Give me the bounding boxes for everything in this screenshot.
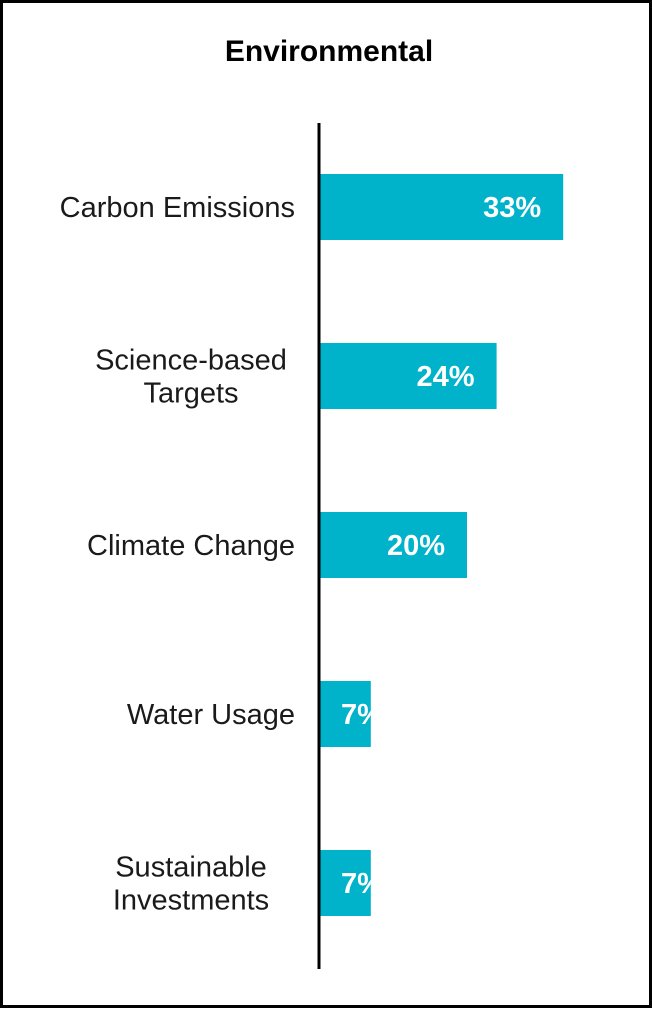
chart-title: Environmental	[225, 35, 433, 68]
category-label-3: Water Usage	[127, 699, 295, 731]
category-label-0: Carbon Emissions	[60, 192, 295, 224]
category-label-1: Science-based Targets	[95, 345, 287, 410]
bar-1	[319, 343, 497, 409]
value-label-2: 20%	[387, 530, 445, 562]
value-label-4: 7%	[341, 868, 383, 900]
value-label-3: 7%	[341, 699, 383, 731]
bar-4	[319, 850, 371, 916]
bar-0	[319, 174, 564, 240]
bars-group	[319, 174, 564, 916]
category-label-2: Climate Change	[87, 530, 295, 562]
bar-chart: Environmental Carbon Emissions Science-ba…	[60, 35, 564, 969]
bar-2	[319, 512, 467, 578]
value-label-1: 24%	[417, 361, 475, 393]
bar-3	[319, 681, 371, 747]
value-label-0: 33%	[483, 192, 541, 224]
category-label-4: Sustainable Investments	[113, 852, 269, 917]
category-labels-group: Carbon Emissions Science-based Targets Clim…	[60, 192, 295, 917]
value-labels-group: 33% 24% 20% 7% 7%	[341, 192, 541, 900]
